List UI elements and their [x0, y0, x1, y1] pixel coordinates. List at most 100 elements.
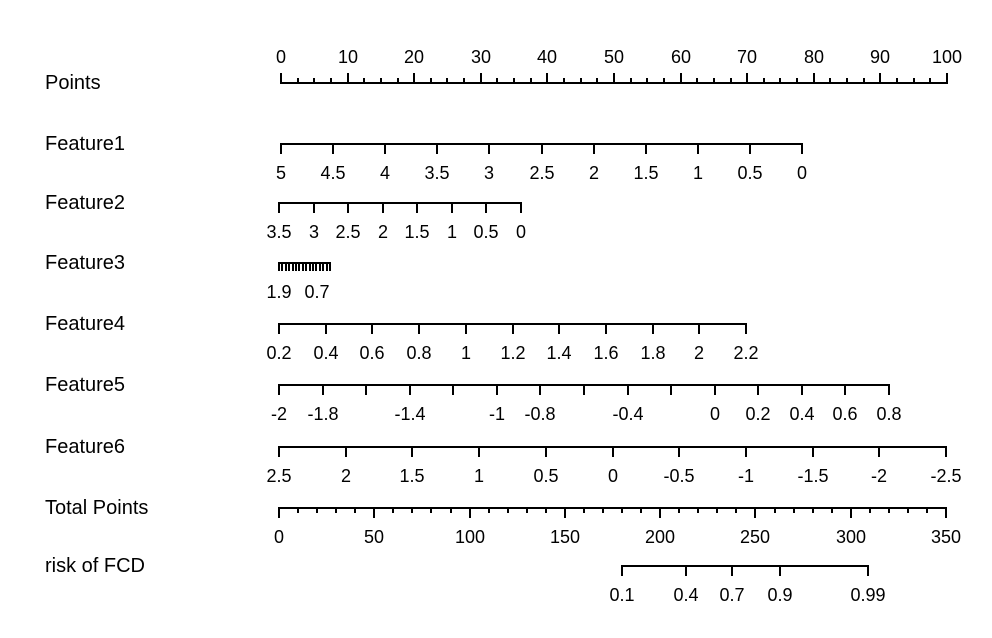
- axis-tick-feature5: [278, 384, 280, 395]
- tick-label-feature6: -0.5: [663, 466, 695, 486]
- axis-line-feature2: [278, 202, 522, 204]
- tick-label-feature4: 2.2: [733, 343, 759, 363]
- tick-label-feature5: 0.6: [832, 404, 858, 424]
- axis-tick-feature2: [313, 202, 315, 213]
- axis-row-label-feature5: Feature5: [45, 374, 126, 396]
- axis-row-label-risk-of-fcd: risk of FCD: [45, 555, 145, 577]
- axis-line-risk-of-fcd: [621, 565, 869, 567]
- axis-tick-points: [929, 78, 931, 84]
- axis-tick-feature4: [418, 323, 420, 334]
- axis-tick-feature5: [714, 384, 716, 395]
- axis-tick-feature5: [670, 384, 672, 395]
- axis-tick-total-points: [735, 507, 737, 513]
- axis-tick-feature3: [305, 262, 307, 271]
- axis-tick-total-points: [716, 507, 718, 513]
- axis-tick-feature3: [319, 262, 321, 271]
- axis-tick-feature6: [545, 446, 547, 457]
- tick-label-feature4: 1: [460, 343, 472, 363]
- axis-tick-feature5: [365, 384, 367, 395]
- axis-tick-feature5: [757, 384, 759, 395]
- tick-label-feature2: 3.5: [266, 222, 292, 242]
- axis-tick-points: [330, 78, 332, 84]
- tick-label-risk-of-fcd: 0.1: [609, 585, 635, 605]
- axis-line-total-points: [278, 507, 947, 509]
- axis-tick-total-points: [812, 507, 814, 513]
- axis-tick-feature5: [801, 384, 803, 395]
- axis-tick-feature3: [322, 262, 324, 271]
- tick-label-feature1: 0.5: [737, 163, 763, 183]
- axis-tick-total-points: [697, 507, 699, 513]
- axis-tick-points: [763, 78, 765, 84]
- axis-tick-points: [580, 78, 582, 84]
- tick-label-points: 60: [670, 47, 692, 67]
- axis-tick-points: [946, 73, 948, 84]
- tick-label-feature6: 1: [473, 466, 485, 486]
- axis-tick-feature5: [627, 384, 629, 395]
- axis-tick-points: [347, 73, 349, 84]
- axis-tick-feature4: [605, 323, 607, 334]
- axis-tick-points: [430, 78, 432, 84]
- axis-tick-points: [896, 78, 898, 84]
- axis-tick-feature5: [452, 384, 454, 395]
- tick-label-feature2: 1: [446, 222, 458, 242]
- axis-tick-points: [646, 78, 648, 84]
- axis-tick-feature1: [280, 143, 282, 154]
- tick-label-feature6: 0.5: [533, 466, 559, 486]
- tick-label-feature4: 0.8: [406, 343, 432, 363]
- axis-row-label-points: Points: [45, 72, 101, 94]
- axis-tick-total-points: [354, 507, 356, 513]
- axis-tick-feature3: [292, 262, 294, 271]
- axis-tick-points: [413, 73, 415, 84]
- tick-label-feature6: -2.5: [930, 466, 962, 486]
- tick-label-feature5: -2: [270, 404, 288, 424]
- axis-tick-feature5: [888, 384, 890, 395]
- tick-label-risk-of-fcd: 0.9: [767, 585, 793, 605]
- tick-label-feature4: 0.4: [313, 343, 339, 363]
- axis-tick-points: [713, 78, 715, 84]
- axis-tick-feature4: [512, 323, 514, 334]
- axis-tick-points: [480, 73, 482, 84]
- tick-label-total-points: 150: [549, 527, 581, 547]
- tick-label-feature1: 0: [796, 163, 808, 183]
- axis-tick-feature3: [329, 262, 331, 271]
- axis-tick-feature2: [451, 202, 453, 213]
- axis-tick-points: [596, 78, 598, 84]
- axis-tick-points: [380, 78, 382, 84]
- axis-tick-feature6: [745, 446, 747, 457]
- axis-tick-total-points: [507, 507, 509, 513]
- axis-tick-feature1: [436, 143, 438, 154]
- axis-tick-feature4: [652, 323, 654, 334]
- tick-label-risk-of-fcd: 0.7: [719, 585, 745, 605]
- tick-label-feature6: 2.5: [266, 466, 292, 486]
- axis-tick-risk-of-fcd: [731, 565, 733, 576]
- axis-tick-feature6: [678, 446, 680, 457]
- axis-tick-feature6: [945, 446, 947, 457]
- axis-tick-feature5: [539, 384, 541, 395]
- tick-label-points: 40: [536, 47, 558, 67]
- axis-tick-feature6: [812, 446, 814, 457]
- tick-label-points: 70: [736, 47, 758, 67]
- axis-tick-feature6: [345, 446, 347, 457]
- axis-row-label-feature6: Feature6: [45, 436, 126, 458]
- axis-tick-feature2: [278, 202, 280, 213]
- tick-label-total-points: 0: [273, 527, 285, 547]
- axis-tick-feature3: [278, 262, 280, 271]
- axis-tick-total-points: [335, 507, 337, 513]
- axis-tick-points: [863, 78, 865, 84]
- tick-label-feature6: 2: [340, 466, 352, 486]
- tick-label-points: 90: [869, 47, 891, 67]
- tick-label-points: 0: [275, 47, 287, 67]
- tick-label-feature5: -0.8: [524, 404, 556, 424]
- axis-tick-points: [680, 73, 682, 84]
- axis-tick-feature1: [384, 143, 386, 154]
- axis-tick-risk-of-fcd: [779, 565, 781, 576]
- axis-tick-points: [846, 78, 848, 84]
- axis-tick-total-points: [888, 507, 890, 513]
- tick-label-total-points: 350: [930, 527, 962, 547]
- tick-label-feature3: 0.7: [304, 282, 330, 302]
- axis-tick-points: [363, 78, 365, 84]
- axis-tick-points: [746, 73, 748, 84]
- tick-label-feature5: 0.2: [745, 404, 771, 424]
- tick-label-total-points: 300: [835, 527, 867, 547]
